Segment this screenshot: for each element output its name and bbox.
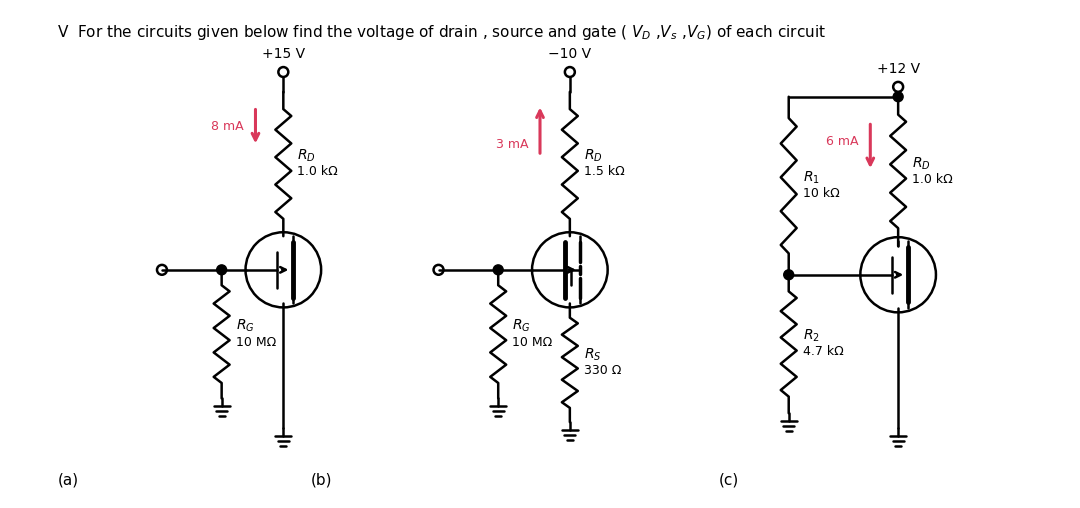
Circle shape bbox=[893, 92, 903, 102]
Text: $R_G$: $R_G$ bbox=[235, 318, 254, 334]
Text: $R_1$: $R_1$ bbox=[802, 170, 820, 186]
Circle shape bbox=[784, 270, 794, 280]
Text: (b): (b) bbox=[311, 472, 333, 487]
Text: (a): (a) bbox=[57, 472, 79, 487]
Text: 330 Ω: 330 Ω bbox=[584, 364, 621, 377]
Text: 3 mA: 3 mA bbox=[496, 138, 528, 151]
Text: 10 MΩ: 10 MΩ bbox=[235, 335, 275, 348]
Text: 8 mA: 8 mA bbox=[211, 120, 243, 133]
Text: $R_S$: $R_S$ bbox=[584, 346, 602, 363]
Text: (c): (c) bbox=[719, 472, 740, 487]
Text: $R_D$: $R_D$ bbox=[584, 148, 603, 164]
Circle shape bbox=[217, 265, 227, 275]
Text: 1.5 kΩ: 1.5 kΩ bbox=[584, 166, 624, 178]
Text: 4.7 kΩ: 4.7 kΩ bbox=[802, 345, 843, 359]
Circle shape bbox=[494, 265, 503, 275]
Text: 10 kΩ: 10 kΩ bbox=[802, 187, 839, 200]
Text: 10 MΩ: 10 MΩ bbox=[512, 335, 552, 348]
Text: $R_2$: $R_2$ bbox=[802, 328, 820, 344]
Text: 1.0 kΩ: 1.0 kΩ bbox=[297, 166, 338, 178]
Text: $R_D$: $R_D$ bbox=[297, 148, 316, 164]
Text: 1.0 kΩ: 1.0 kΩ bbox=[913, 173, 953, 186]
Text: +15 V: +15 V bbox=[261, 47, 305, 61]
Text: $R_D$: $R_D$ bbox=[913, 155, 931, 172]
Text: V  For the circuits given below find the voltage of drain , source and gate ( $V: V For the circuits given below find the … bbox=[57, 23, 826, 42]
Text: 6 mA: 6 mA bbox=[826, 135, 859, 148]
Text: −10 V: −10 V bbox=[549, 47, 592, 61]
Text: +12 V: +12 V bbox=[877, 62, 920, 76]
Text: $R_G$: $R_G$ bbox=[512, 318, 531, 334]
